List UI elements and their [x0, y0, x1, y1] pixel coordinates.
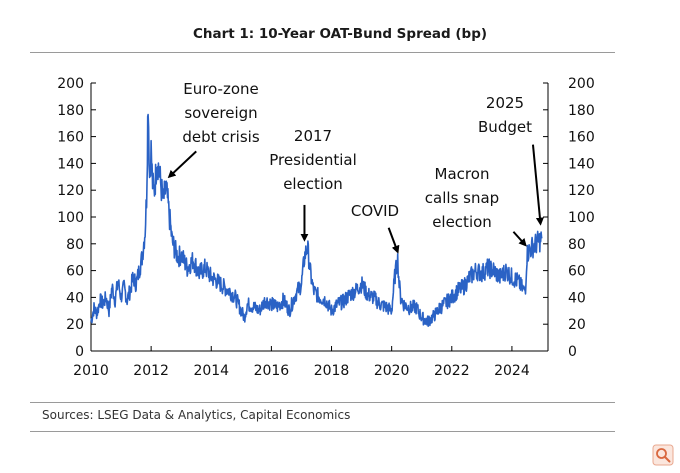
source-note: Sources: LSEG Data & Analytics, Capital …: [42, 408, 351, 422]
y-tick-label-right: 160: [568, 130, 595, 146]
annotation-label: Macron: [435, 165, 490, 183]
annotation-label: election: [432, 213, 492, 231]
y-tick-label-right: 200: [568, 76, 595, 92]
left-y-axis: 0 20 40 60 80 100 120 140 160 180 200: [57, 76, 96, 360]
annotation-label: 2017: [294, 127, 332, 145]
x-tick-label: 2012: [133, 363, 169, 379]
y-tick-label-left: 100: [57, 210, 84, 226]
y-tick-label-right: 120: [568, 183, 595, 199]
y-tick-label-left: 180: [57, 103, 84, 119]
x-tick-label: 2022: [434, 363, 470, 379]
annotation-arrow: [387, 227, 400, 254]
y-tick-label-left: 0: [75, 344, 84, 360]
y-tick-label-right: 60: [568, 264, 586, 280]
x-tick-label: 2014: [193, 363, 229, 379]
annotation-label: Budget: [478, 118, 532, 136]
annotation-label: Presidential: [269, 151, 357, 169]
annotations-group: Euro-zone sovereign debt crisis 2017 Preside…: [167, 80, 544, 254]
annotation-arrow: [167, 150, 197, 179]
y-tick-label-right: 80: [568, 237, 586, 253]
bottom-divider: [30, 431, 615, 432]
x-tick-label: 2020: [374, 363, 410, 379]
annotation-label: Euro-zone: [183, 80, 258, 98]
annotation-label: debt crisis: [182, 128, 259, 146]
y-tick-label-right: 40: [568, 290, 586, 306]
y-tick-label-left: 20: [66, 317, 84, 333]
annotation-label: calls snap: [425, 189, 499, 207]
annotation-label: election: [283, 175, 343, 193]
annotation-label: 2025: [486, 94, 524, 112]
series-group: [90, 113, 543, 328]
y-tick-label-left: 40: [66, 290, 84, 306]
y-tick-label-left: 120: [57, 183, 84, 199]
right-y-axis: 0 20 40 60 80 100 120 140 160 180 200: [543, 76, 595, 360]
y-tick-label-left: 160: [57, 130, 84, 146]
y-tick-label-left: 60: [66, 264, 84, 280]
y-tick-label-right: 100: [568, 210, 595, 226]
y-tick-label-right: 140: [568, 156, 595, 172]
x-axis: 2010 2012 2014 2016 2018 2020 2022 2024: [73, 346, 530, 379]
annotation-arrow: [512, 231, 527, 247]
y-tick-label-left: 140: [57, 156, 84, 172]
series-line: [90, 113, 543, 328]
x-tick-label: 2010: [73, 363, 109, 379]
title-divider: [30, 52, 615, 53]
y-tick-label-left: 200: [57, 76, 84, 92]
annotation-label: sovereign: [184, 104, 257, 122]
y-tick-label-left: 80: [66, 237, 84, 253]
annotation-label: COVID: [351, 202, 399, 220]
line-chart: 0 20 40 60 80 100 120 140 160 180 200 0 20 40 60 80 100…: [57, 76, 595, 379]
source-divider: [30, 402, 615, 403]
zoom-icon[interactable]: [652, 444, 674, 466]
y-tick-label-right: 0: [568, 344, 577, 360]
x-tick-label: 2016: [254, 363, 290, 379]
annotation-arrow: [531, 144, 544, 226]
x-tick-label: 2018: [314, 363, 350, 379]
x-tick-label: 2024: [494, 363, 530, 379]
y-tick-label-right: 20: [568, 317, 586, 333]
y-tick-label-right: 180: [568, 103, 595, 119]
chart-title: Chart 1: 10-Year OAT-Bund Spread (bp): [192, 26, 488, 42]
